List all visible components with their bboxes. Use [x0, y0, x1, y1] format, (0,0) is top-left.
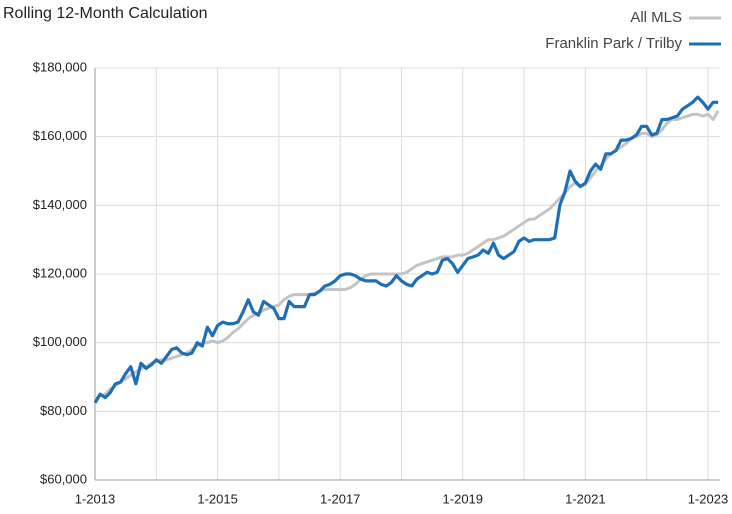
- legend-label: Franklin Park / Trilby: [545, 35, 682, 52]
- series-line: [93, 95, 719, 404]
- y-tick-label: $160,000: [33, 128, 87, 143]
- y-tick-label: $100,000: [33, 334, 87, 349]
- x-tick-label: 1-2023: [688, 491, 728, 506]
- x-tick-label: 1-2015: [197, 491, 237, 506]
- series-line: [94, 110, 720, 401]
- y-tick-label: $180,000: [33, 59, 87, 74]
- y-tick-label: $80,000: [40, 403, 87, 418]
- x-tick-label: 1-2021: [565, 491, 605, 506]
- legend-label: All MLS: [630, 9, 682, 26]
- chart-title: Rolling 12-Month Calculation: [3, 5, 208, 22]
- x-tick-label: 1-2017: [320, 491, 360, 506]
- x-tick-label: 1-2013: [75, 491, 115, 506]
- y-tick-label: $140,000: [33, 197, 87, 212]
- y-tick-label: $60,000: [40, 471, 87, 486]
- y-tick-label: $120,000: [33, 265, 87, 280]
- x-tick-label: 1-2019: [443, 491, 483, 506]
